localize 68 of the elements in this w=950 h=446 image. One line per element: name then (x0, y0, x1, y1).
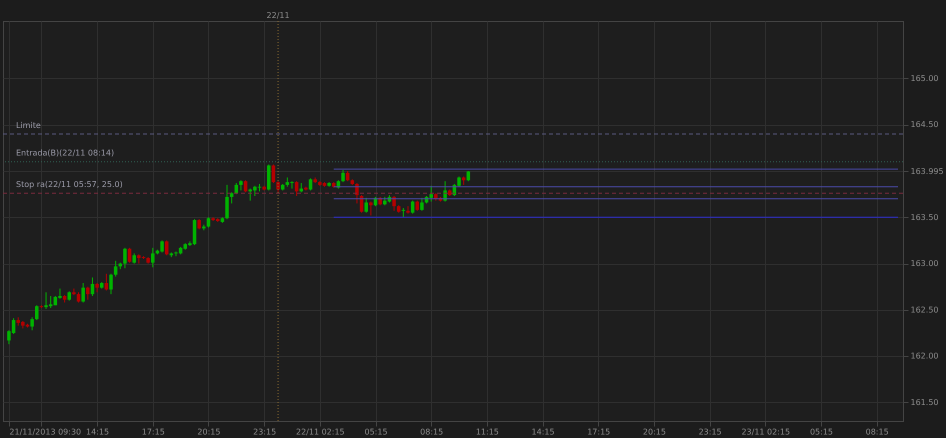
x-tick-label: 05:15 (810, 428, 834, 436)
x-tick-label: 22/11 02:15 (296, 428, 345, 436)
candlestick (239, 180, 243, 191)
candlestick (95, 282, 99, 293)
y-tick-label: 162.00 (910, 352, 938, 361)
y-tick-label: 164.50 (910, 120, 938, 130)
ref-line-label: 22/11 (266, 11, 290, 20)
y-tick-label: 161.50 (910, 398, 938, 407)
candlestick (30, 316, 34, 331)
candlestick (364, 197, 368, 214)
x-tick-label: 23:15 (698, 428, 722, 436)
candlestick (230, 192, 234, 204)
candlestick (416, 200, 420, 212)
candlestick (369, 201, 373, 216)
candlestick (164, 240, 168, 256)
x-tick-label: 23/11 02:15 (741, 428, 790, 436)
candlestick (109, 273, 113, 295)
candlestick (244, 180, 248, 193)
y-tick-label: 165.00 (910, 74, 938, 83)
annotation: Limite (16, 120, 41, 130)
candlestick (68, 290, 71, 302)
candlestick (35, 304, 39, 321)
candlestick (402, 208, 406, 218)
annotation: Entrada(B)(22/11 08:14) (16, 148, 114, 158)
candlestick (308, 178, 312, 191)
candlestick (272, 164, 276, 184)
candlestick (206, 216, 210, 228)
x-tick-label: 20:15 (642, 428, 666, 436)
candlestick (197, 218, 201, 230)
candlestick (137, 254, 141, 264)
candlestick (76, 292, 80, 303)
x-tick-label: 08:15 (420, 428, 444, 436)
candlestick (410, 200, 414, 214)
candlestick (90, 276, 94, 296)
x-tick-label: 20:15 (197, 428, 220, 436)
candlestick (128, 247, 132, 264)
y-tick-label: 163.50 (910, 212, 938, 222)
x-tick-label: 17:15 (142, 428, 165, 436)
candlestick (300, 182, 304, 193)
candlestick (420, 197, 424, 212)
x-tick-label: 11:15 (476, 428, 499, 436)
y-tick-label: 163.00 (910, 259, 938, 268)
candlestick (466, 170, 470, 182)
candlestick (123, 247, 127, 269)
annotation: Stop ra(22/11 05:57, 25.0) (16, 180, 123, 190)
y-tick-label: 162.50 (910, 305, 938, 314)
x-tick-label: 23:15 (253, 428, 276, 436)
candlestick (225, 184, 229, 220)
candlestick (132, 252, 136, 264)
candlestick (429, 185, 433, 202)
candlestick (360, 194, 364, 214)
x-tick-label: 14:15 (86, 428, 110, 436)
y-tick-label: 163.995 (910, 166, 944, 176)
candlestick (234, 182, 238, 195)
x-tick-label: 05:15 (364, 428, 388, 436)
candlestick (346, 170, 350, 182)
x-tick-label: 17:15 (587, 428, 610, 436)
candlestick (286, 176, 290, 188)
candlestick (81, 282, 85, 303)
candlestick (151, 247, 155, 268)
candlestick (86, 286, 90, 300)
candlestick (294, 180, 298, 196)
x-tick-label: 21/11/2013 09:30 (9, 428, 82, 436)
x-tick-label: 08:15 (866, 428, 889, 436)
candlestick (114, 260, 118, 278)
candlestick (341, 170, 345, 183)
candlestick (104, 273, 108, 291)
x-tick-label: 14:15 (532, 428, 555, 436)
